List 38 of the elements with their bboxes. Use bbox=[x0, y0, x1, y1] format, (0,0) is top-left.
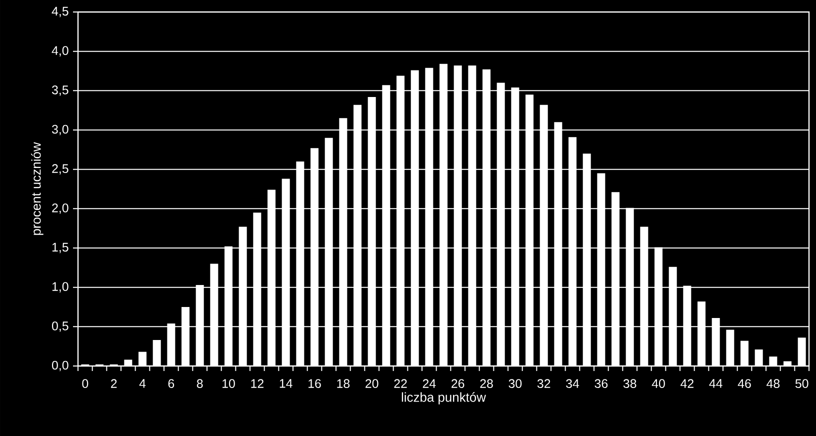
x-tick-label: 0 bbox=[82, 379, 88, 388]
x-tick-label: 38 bbox=[623, 379, 636, 388]
x-tick-label: 48 bbox=[766, 379, 780, 388]
x-tick-label: 12 bbox=[251, 379, 264, 388]
y-axis-title: procent uczniów bbox=[31, 142, 44, 235]
x-tick-label: 28 bbox=[480, 379, 493, 388]
x-tick-label: 30 bbox=[508, 379, 522, 388]
x-tick-label: 50 bbox=[795, 379, 808, 388]
y-tick-label: 0,5 bbox=[52, 322, 68, 332]
y-tick-label: 1,5 bbox=[52, 242, 68, 254]
x-tick-label: 8 bbox=[196, 379, 203, 388]
x-tick-label: 18 bbox=[337, 379, 350, 388]
x-tick-label: 24 bbox=[422, 379, 436, 388]
y-tick-label: 3,0 bbox=[52, 124, 68, 136]
y-tick-label: 0,0 bbox=[52, 360, 68, 372]
x-tick-label: 32 bbox=[537, 379, 550, 388]
x-tick-label: 20 bbox=[366, 379, 378, 388]
y-tick-label: 2,0 bbox=[52, 204, 68, 214]
x-tick-label: 2 bbox=[111, 379, 117, 388]
x-tick-label: 22 bbox=[394, 379, 407, 388]
x-tick-label: 42 bbox=[680, 379, 694, 388]
x-tick-label: 34 bbox=[566, 379, 580, 388]
y-tick-label: 2,5 bbox=[52, 164, 68, 174]
y-tick-label: 3,5 bbox=[52, 86, 68, 96]
y-tick-label: 4,5 bbox=[52, 6, 68, 18]
y-tick-label: 1,0 bbox=[52, 282, 68, 292]
x-axis-title: liczba punktów bbox=[402, 392, 486, 404]
x-tick-label: 16 bbox=[308, 379, 321, 388]
x-tick-label: 26 bbox=[452, 379, 464, 388]
x-tick-label: 10 bbox=[222, 379, 235, 388]
x-tick-label: 44 bbox=[709, 379, 722, 388]
x-tick-label: 6 bbox=[168, 379, 174, 388]
x-tick-label: 36 bbox=[594, 379, 608, 388]
x-tick-label: 4 bbox=[139, 379, 146, 388]
y-tick-label: 4,0 bbox=[52, 46, 68, 56]
x-tick-label: 40 bbox=[652, 379, 665, 388]
x-tick-label: 46 bbox=[738, 379, 751, 388]
x-tick-label: 14 bbox=[280, 379, 292, 388]
